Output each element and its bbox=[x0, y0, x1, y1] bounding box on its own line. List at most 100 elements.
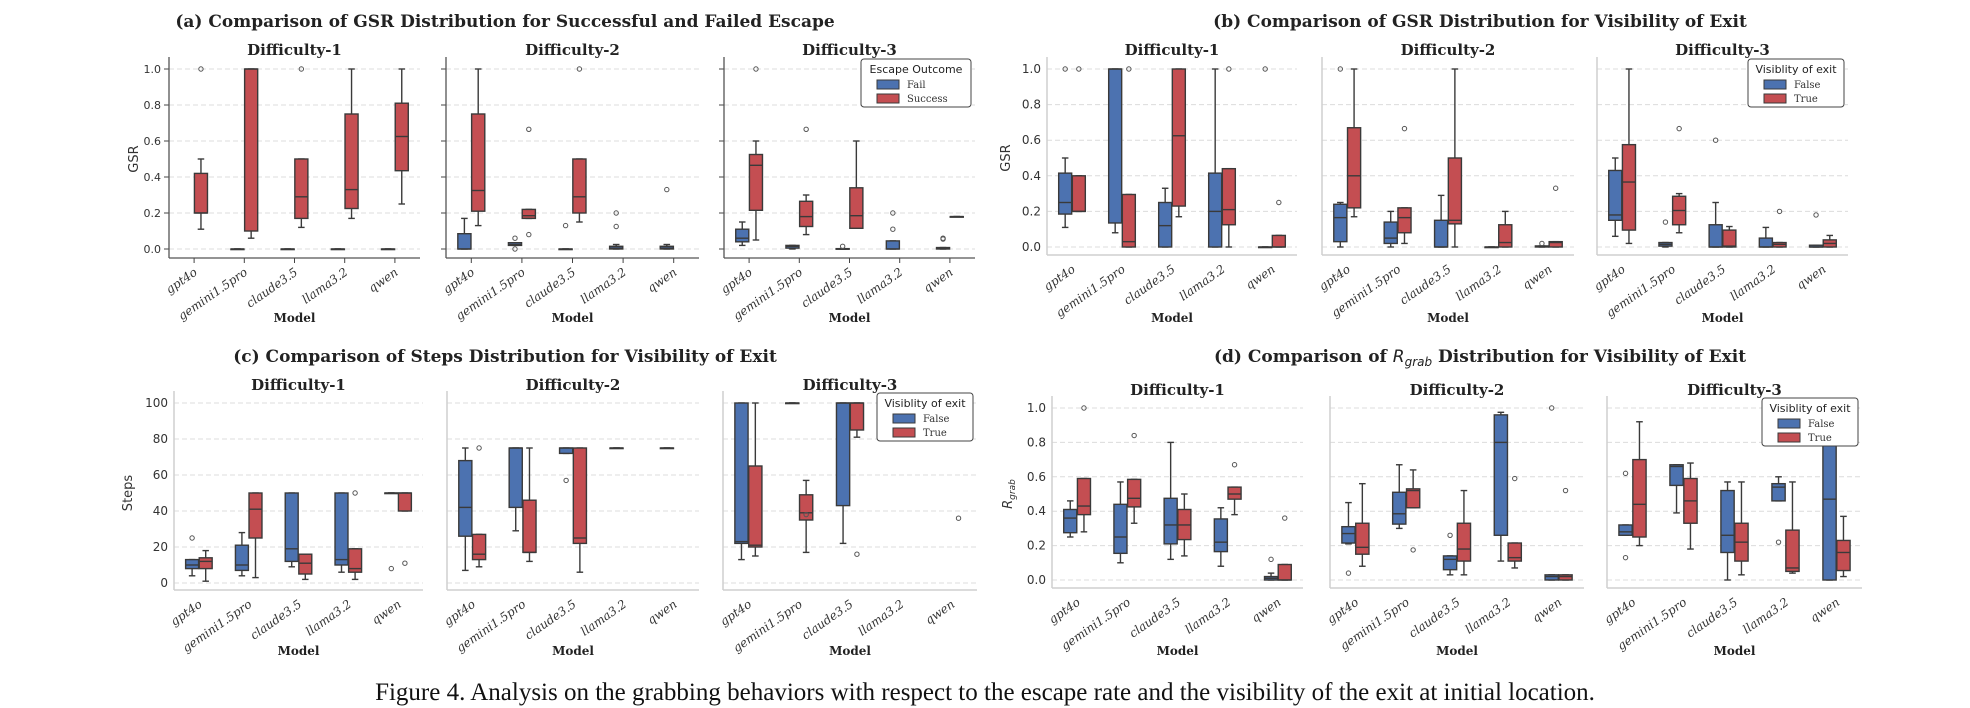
outlier-point bbox=[1712, 137, 1719, 143]
box-false-claude3.5 bbox=[835, 402, 851, 545]
box-success-gpt4o bbox=[748, 66, 764, 241]
x-axis-label: Model bbox=[1427, 311, 1469, 325]
legend-swatch-false bbox=[892, 413, 916, 424]
x-tick-label: gpt4o bbox=[440, 265, 477, 297]
legend-title: Escape Outcome bbox=[870, 63, 963, 76]
subplot-d-1: Difficulty-1 0.0 0.2 0.4 0.6 0.8 1.0 Rgrab gpt4o… bbox=[1001, 381, 1303, 658]
x-tick-label: qwen bbox=[1529, 595, 1564, 625]
outlier-point bbox=[1410, 547, 1416, 553]
y-axis-label: GSR bbox=[127, 145, 142, 172]
outlier-point bbox=[198, 66, 204, 72]
box-false-claude3.5 bbox=[1157, 187, 1173, 248]
box-iqr bbox=[1157, 201, 1173, 248]
box-iqr bbox=[1271, 234, 1287, 248]
y-tick-label: 40 bbox=[153, 504, 168, 518]
box-true-qwen bbox=[1277, 515, 1292, 581]
box-iqr bbox=[1456, 522, 1472, 562]
x-tick-label: gpt4o bbox=[168, 597, 205, 629]
box-false-llama3.2 bbox=[1484, 246, 1499, 249]
box-false-gemini1.5pro bbox=[1113, 481, 1128, 564]
panel-title-prefix: (d) Comparison of bbox=[1214, 347, 1393, 367]
box-success-llama3.2 bbox=[344, 68, 359, 220]
box-iqr bbox=[1341, 525, 1356, 544]
y-tick-label: 0.4 bbox=[1027, 504, 1046, 518]
box-iqr bbox=[457, 232, 472, 250]
box-success-qwen bbox=[949, 215, 964, 218]
subplot-title: Difficulty-1 bbox=[247, 41, 342, 59]
outlier-point bbox=[1622, 554, 1629, 561]
box-iqr bbox=[508, 447, 523, 509]
outlier-point bbox=[1262, 66, 1268, 72]
outlier-point bbox=[189, 535, 195, 541]
box-false-llama3.2 bbox=[334, 492, 349, 573]
box-iqr bbox=[1621, 143, 1637, 231]
box-false-gpt4o bbox=[734, 402, 749, 561]
outlier-point bbox=[839, 243, 846, 250]
outlier-point bbox=[388, 565, 395, 572]
box-true-llama3.2 bbox=[1498, 210, 1513, 248]
box-true-gemini1.5pro bbox=[1121, 66, 1137, 248]
legend-label-true: True bbox=[1794, 94, 1818, 105]
outlier-point bbox=[352, 490, 358, 496]
box-false-claude3.5 bbox=[1720, 481, 1735, 581]
y-tick-label: 0.0 bbox=[1027, 573, 1046, 587]
x-tick-label: gpt4o bbox=[1324, 595, 1361, 627]
box-iqr bbox=[572, 447, 588, 545]
box-iqr bbox=[1121, 193, 1137, 248]
y-tick-label: 80 bbox=[153, 432, 168, 446]
box-true-gemini1.5pro bbox=[1405, 469, 1421, 553]
y-axis-label-sub: grab bbox=[1008, 479, 1018, 500]
outlier-point bbox=[1512, 475, 1518, 482]
box-iqr bbox=[1758, 237, 1774, 248]
subplot-title: Difficulty-2 bbox=[1410, 381, 1505, 399]
panel-title-suffix: Distribution for Visibility of Exit bbox=[1432, 347, 1746, 367]
box-iqr bbox=[458, 459, 473, 537]
box-false-gemini1.5pro bbox=[234, 531, 250, 577]
y-tick-label: 1.0 bbox=[1027, 401, 1046, 415]
outlier-point bbox=[955, 515, 962, 521]
y-tick-label: 1.0 bbox=[1022, 62, 1041, 76]
box-fail-claude3.5 bbox=[280, 248, 295, 251]
x-tick-label: qwen bbox=[1243, 262, 1278, 292]
outlier-point bbox=[613, 223, 619, 230]
box-iqr bbox=[522, 499, 537, 554]
subplot-title: Difficulty-3 bbox=[802, 41, 897, 59]
y-tick-label: 0.6 bbox=[1027, 470, 1046, 484]
legend: Visiblity of exit False True bbox=[1747, 58, 1845, 108]
x-tick-label: claude3.5 bbox=[522, 597, 579, 642]
box-iqr bbox=[334, 492, 349, 566]
x-tick-label: llama3.2 bbox=[1453, 262, 1504, 304]
outlier-point bbox=[803, 126, 809, 133]
box-true-qwen bbox=[955, 515, 962, 521]
box-iqr bbox=[184, 558, 200, 570]
x-tick-label: qwen bbox=[366, 265, 401, 295]
legend-swatch-true bbox=[1763, 93, 1787, 104]
box-iqr bbox=[1171, 68, 1187, 207]
box-fail-llama3.2 bbox=[330, 248, 346, 251]
x-tick-label: gpt4o bbox=[718, 265, 755, 297]
box-false-qwen bbox=[1544, 405, 1559, 581]
box-true-claude3.5 bbox=[1447, 68, 1463, 248]
legend-swatch-success bbox=[876, 93, 900, 104]
box-iqr bbox=[1227, 486, 1242, 500]
box-false-claude3.5 bbox=[558, 447, 574, 484]
box-iqr bbox=[1333, 203, 1348, 243]
outlier-point bbox=[1539, 240, 1545, 247]
outlier-point bbox=[526, 231, 532, 238]
box-iqr bbox=[1391, 491, 1407, 525]
x-tick-label: llama3.2 bbox=[1463, 595, 1514, 637]
box-iqr bbox=[1355, 522, 1370, 555]
box-iqr bbox=[798, 494, 814, 521]
x-tick-label: claude3.5 bbox=[1672, 262, 1729, 307]
legend-label-false: False bbox=[1794, 80, 1821, 91]
box-iqr bbox=[1383, 221, 1398, 245]
outlier-point bbox=[1282, 515, 1288, 521]
x-axis-label: Model bbox=[278, 644, 320, 658]
box-false-gemini1.5pro bbox=[1383, 210, 1398, 248]
outlier-point bbox=[1447, 532, 1453, 538]
legend-swatch-true bbox=[1777, 432, 1801, 443]
box-fail-claude3.5 bbox=[835, 243, 850, 250]
